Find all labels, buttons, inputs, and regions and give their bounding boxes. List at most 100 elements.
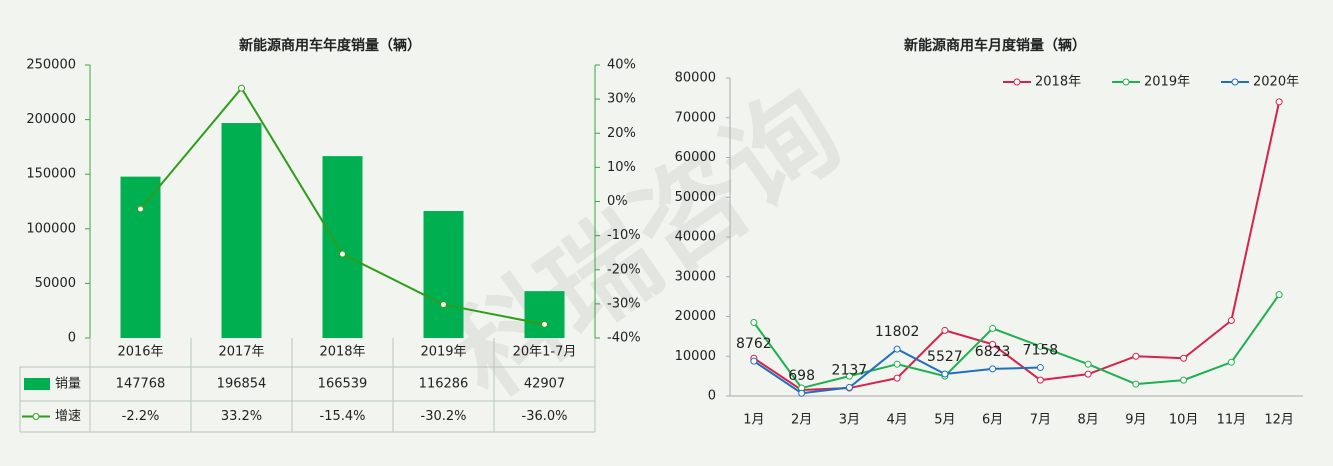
x-tick-label: 7月 [1030, 413, 1051, 428]
series-point [893, 360, 901, 368]
y2-tick-label: -30% [607, 296, 641, 311]
table-cell: 147768 [116, 377, 166, 392]
bar [221, 123, 262, 338]
y2-tick-label: 0% [607, 194, 628, 209]
chart-title: 新能源商用车月度销量（辆） [904, 37, 1086, 54]
y-tick-label: 150000 [26, 167, 76, 182]
data-label: 698 [788, 368, 815, 384]
table-cell: -15.4% [320, 409, 366, 424]
y-tick-label: 100000 [26, 221, 76, 236]
series-point [1180, 376, 1188, 384]
series-point [845, 372, 853, 380]
series-point [1036, 364, 1044, 372]
legend-label: 销量 [55, 377, 81, 392]
table-cell: 42907 [524, 377, 565, 392]
data-label: 8762 [736, 336, 772, 352]
growth-point [440, 301, 447, 309]
legend-label: 2020年 [1253, 75, 1299, 90]
growth-point [137, 205, 144, 213]
series-point [989, 365, 997, 373]
table-cell: 33.2% [221, 409, 262, 424]
x-tick-label: 5月 [934, 413, 955, 428]
y-tick-label: 60000 [675, 150, 716, 165]
chart-title: 新能源商用车年度销量（辆） [239, 37, 421, 54]
y-tick-label: 10000 [675, 349, 716, 364]
y-tick-label: 80000 [675, 71, 716, 86]
data-label: 2137 [832, 363, 868, 379]
series-point [1227, 316, 1235, 324]
series-point [798, 389, 806, 397]
y-tick-label: 250000 [26, 58, 76, 73]
bar [524, 291, 565, 338]
table-cell: 116286 [419, 377, 469, 392]
y2-tick-label: -40% [607, 331, 641, 346]
data-label: 6823 [975, 344, 1011, 360]
table-cell: 166539 [318, 377, 368, 392]
x-tick-label: 4月 [886, 413, 907, 428]
growth-point [541, 320, 548, 328]
y-tick-label: 0 [708, 389, 716, 404]
bar [322, 156, 363, 338]
data-label: 7158 [1023, 343, 1059, 359]
y2-tick-label: 20% [607, 126, 636, 141]
y-tick-label: 30000 [675, 269, 716, 284]
x-tick-label: 12月 [1264, 413, 1294, 428]
y-tick-label: 40000 [675, 230, 716, 245]
x-tick-label: 2016年 [117, 345, 163, 360]
series-line [753, 294, 1280, 390]
series-point [1132, 352, 1140, 360]
series-point [893, 374, 901, 382]
legend-marker [32, 413, 40, 420]
y2-tick-label: -20% [607, 262, 641, 277]
series-point [1132, 380, 1140, 388]
x-tick-label: 2017年 [218, 345, 264, 360]
series-point [845, 384, 853, 392]
growth-point [339, 250, 346, 258]
y2-tick-label: -10% [607, 228, 641, 243]
x-tick-label: 20年1-7月 [513, 345, 577, 360]
y2-tick-label: 30% [607, 92, 636, 107]
series-point [941, 326, 949, 334]
series-point [750, 318, 758, 326]
x-tick-label: 9月 [1125, 413, 1146, 428]
bar [423, 211, 464, 338]
table-cell: -2.2% [122, 409, 160, 424]
x-tick-label: 2018年 [319, 345, 365, 360]
series-point [989, 340, 997, 348]
y-tick-label: 50000 [35, 276, 76, 291]
series-point [1180, 354, 1188, 362]
table-cell: -30.2% [421, 409, 467, 424]
x-tick-label: 11月 [1217, 413, 1247, 428]
x-tick-label: 8月 [1077, 413, 1098, 428]
table-cell: -36.0% [522, 409, 568, 424]
x-tick-label: 2019年 [420, 345, 466, 360]
legend-label: 增速 [55, 409, 81, 424]
series-point [1275, 98, 1283, 106]
data-label: 11802 [875, 324, 920, 340]
y-tick-label: 70000 [675, 110, 716, 125]
growth-point [238, 84, 245, 92]
data-label: 5527 [927, 349, 963, 365]
series-point [1084, 360, 1092, 368]
legend-swatch [24, 378, 50, 390]
y2-tick-label: 10% [607, 160, 636, 175]
series-point [1036, 376, 1044, 384]
y-tick-label: 20000 [675, 309, 716, 324]
y-tick-label: 50000 [675, 190, 716, 205]
series-point [1227, 358, 1235, 366]
series-point [750, 357, 758, 365]
series-point [1275, 291, 1283, 299]
series-point [941, 370, 949, 378]
x-tick-label: 6月 [982, 413, 1003, 428]
bar [120, 176, 161, 338]
table-cell: 196854 [217, 377, 267, 392]
series-point [1084, 370, 1092, 378]
y-tick-label: 0 [68, 331, 76, 346]
x-tick-label: 10月 [1169, 413, 1199, 428]
series-point [989, 324, 997, 332]
series-point [893, 345, 901, 353]
x-tick-label: 2月 [791, 413, 812, 428]
x-tick-label: 1月 [743, 413, 764, 428]
legend-label: 2018年 [1035, 75, 1081, 90]
